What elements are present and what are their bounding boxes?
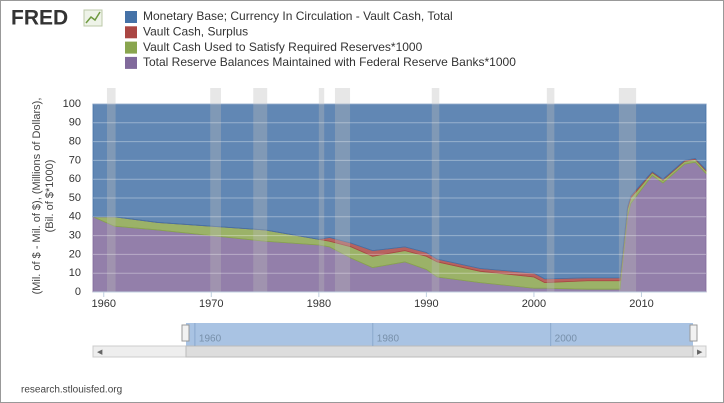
legend-swatch <box>125 56 137 69</box>
area <box>92 103 707 280</box>
plot <box>92 88 707 293</box>
x-tick-label: 1990 <box>414 298 438 310</box>
recession-band <box>334 88 351 292</box>
x-tick-label: 1970 <box>199 298 223 310</box>
recession-band <box>106 88 116 292</box>
navigator-handle[interactable] <box>181 324 190 342</box>
y-tick-label: 60 <box>69 173 81 185</box>
recession-band <box>618 88 637 292</box>
x-tick-label: 2010 <box>629 298 653 310</box>
x-tick-label: 1980 <box>307 298 331 310</box>
y-tick-label: 0 <box>75 286 81 298</box>
logo-icon <box>83 9 103 27</box>
legend-label: Vault Cash Used to Satisfy Required Rese… <box>143 40 423 54</box>
y-tick-label: 80 <box>69 136 81 148</box>
y-tick-label: 90 <box>69 117 81 129</box>
recession-band <box>431 88 440 292</box>
y-tick-label: 70 <box>69 154 81 166</box>
navigator-window[interactable] <box>186 323 693 346</box>
recession-band <box>253 88 268 292</box>
navigator-tick-label: 2000 <box>555 334 578 345</box>
y-tick-label: 40 <box>69 211 81 223</box>
y-tick-label: 100 <box>63 98 81 110</box>
legend-swatch <box>125 26 137 39</box>
recession-band <box>210 88 221 292</box>
x-tick-label: 1960 <box>92 298 116 310</box>
recession-band <box>546 88 555 292</box>
legend-label: Monetary Base; Currency In Circulation -… <box>143 9 453 23</box>
recession-band <box>318 88 325 292</box>
scrollbar-thumb[interactable] <box>185 345 694 358</box>
y-tick-label: 30 <box>69 230 81 242</box>
navigator-tick-label: 1980 <box>377 334 400 345</box>
x-tick-label: 2000 <box>522 298 546 310</box>
y-tick-label: 50 <box>69 192 81 204</box>
legend-label: Vault Cash, Surplus <box>143 24 248 38</box>
source: research.stlouisfed.org <box>21 385 122 396</box>
scroll-left[interactable]: ◀ <box>97 349 103 356</box>
navigator-handle[interactable] <box>689 324 698 342</box>
legend-swatch <box>125 11 137 23</box>
y-tick-label: 10 <box>69 267 81 279</box>
legend-label: Total Reserve Balances Maintained with F… <box>143 55 516 69</box>
y-axis-label: (Mil. of $ - Mil. of $), (Millions of Do… <box>31 97 56 295</box>
logo: FRED <box>11 7 68 30</box>
scroll-right[interactable]: ▶ <box>697 349 703 356</box>
y-tick-label: 20 <box>69 248 81 260</box>
legend-swatch <box>125 41 137 54</box>
navigator-tick-label: 1960 <box>199 334 222 345</box>
